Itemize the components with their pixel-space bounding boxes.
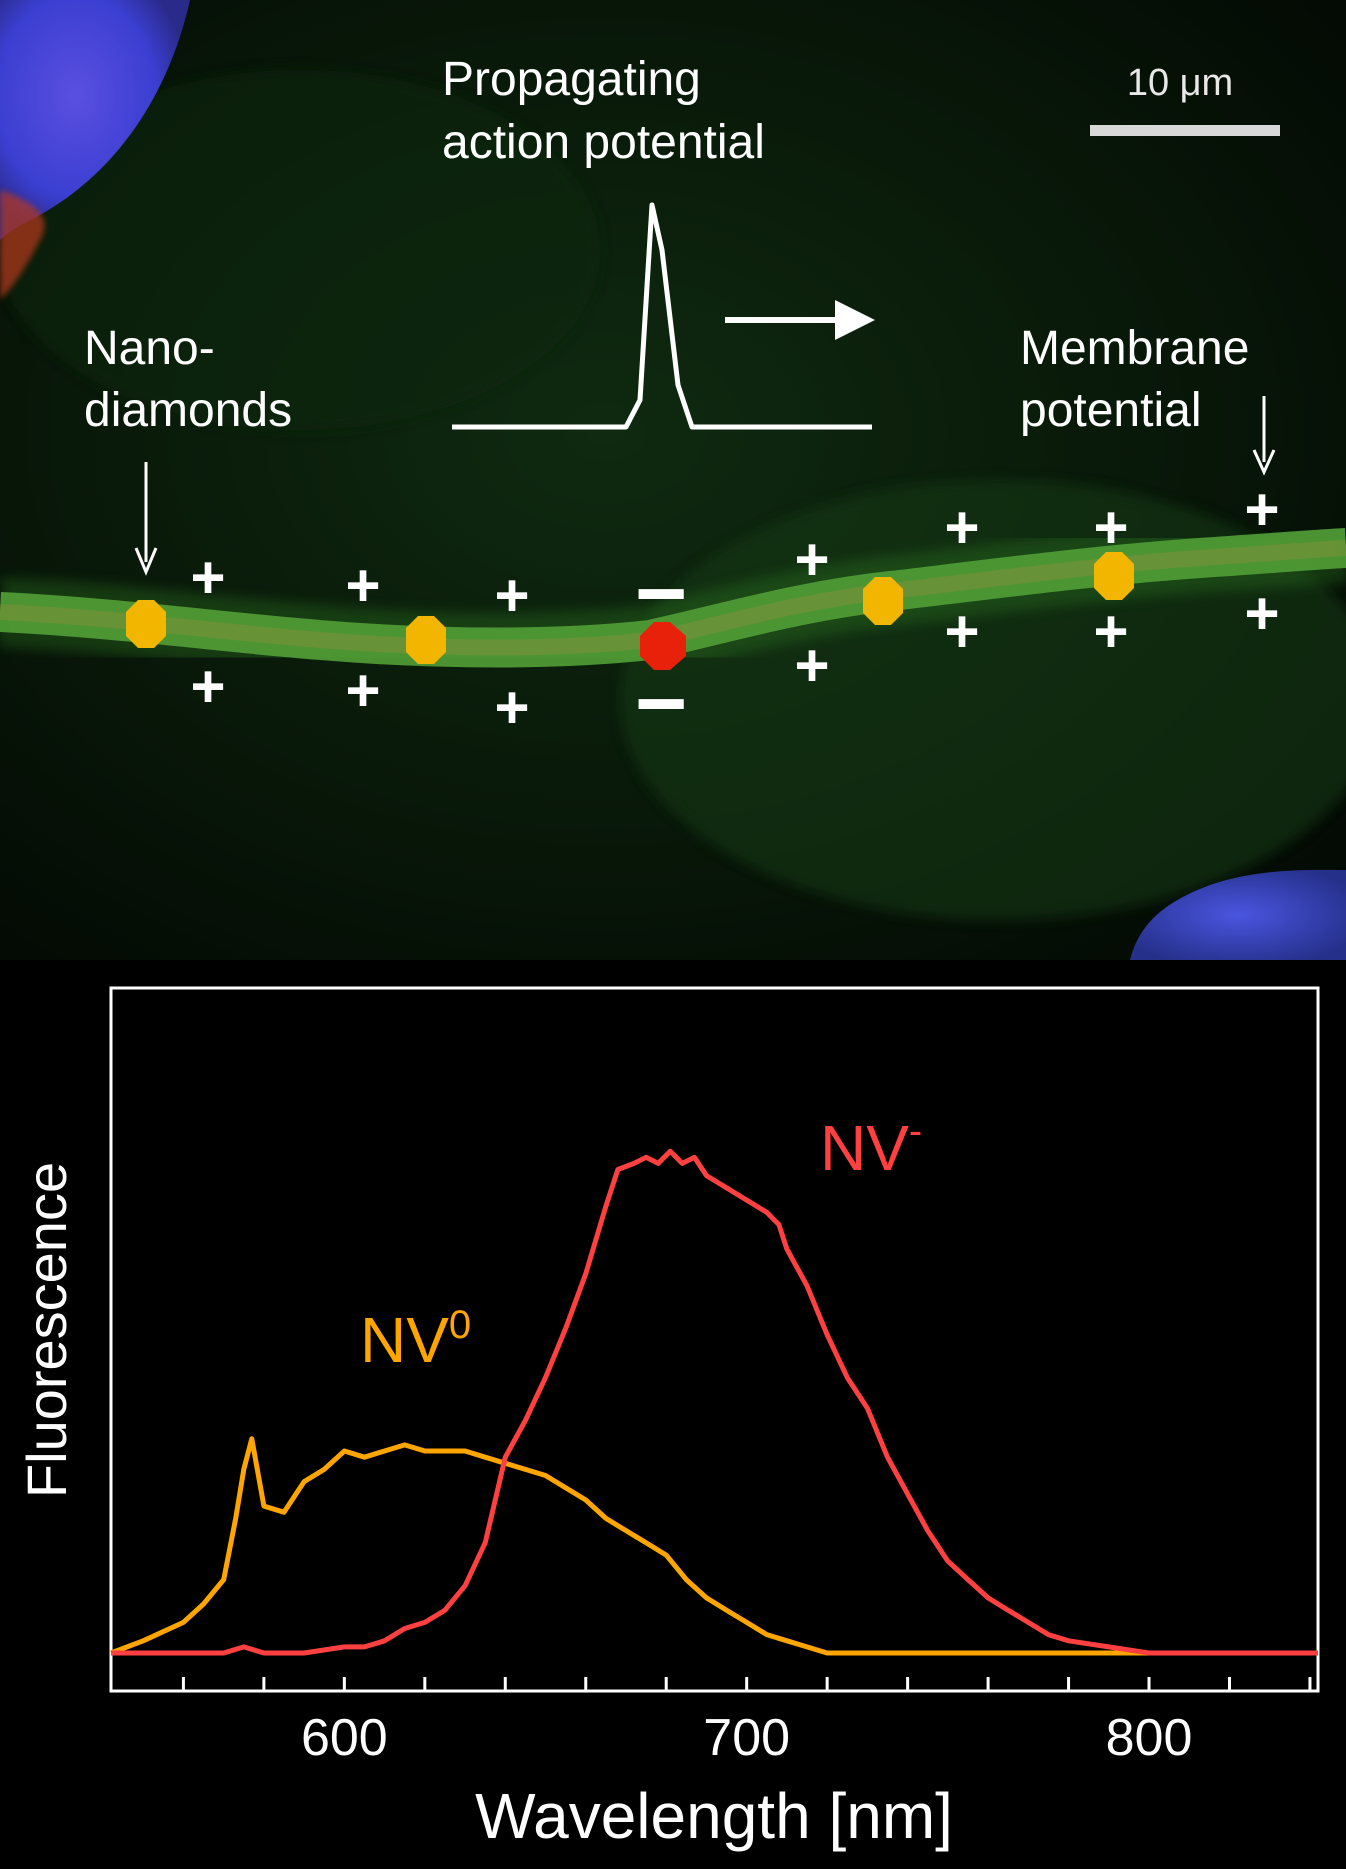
x-axis-ticks: 600 700 800 [181,1677,1312,1767]
positive-charge: + [1093,598,1128,665]
x-axis-label: Wavelength [nm] [475,1780,953,1852]
membrane-potential-arrow-head [1252,449,1276,476]
action-potential-label-line1: Propagating [442,53,701,106]
y-axis-label: Fluorescence [15,1162,78,1498]
nanodiamonds-label-line1: Nano- [84,322,215,375]
positive-charge: + [944,494,979,561]
negative-charges: − − [635,544,688,754]
series-lines [110,1148,1318,1656]
membrane-potential-label-line1: Membrane [1020,322,1249,375]
positive-charge: + [190,653,225,720]
nanodiamond [126,600,166,648]
series-label-nv-minus-main: NV [820,1112,909,1184]
series-label-nv0: NV0 [360,1303,471,1376]
neurite-core [0,540,1346,656]
positive-charge: + [494,674,529,741]
nanodiamonds-arrow-head [134,547,158,576]
series-label-nv0-main: NV [360,1304,449,1376]
neuron-microscopy-illustration: 10 μm Propagating action potential Nano-… [0,0,1346,960]
scale-bar-label: 10 μm [1127,62,1233,104]
x-tick-label: 600 [301,1709,388,1767]
negative-charge: − [635,544,688,644]
positive-charge: + [794,526,829,593]
nanodiamonds-label-line2: diamonds [84,384,292,437]
cell-nucleus-bottom-right [1130,869,1346,960]
nanodiamond-active [640,622,686,670]
positive-charge: + [190,544,225,611]
scale-bar [1090,125,1280,136]
membrane-potential-label-line2: potential [1020,384,1201,437]
cell-nucleus-top-left [0,0,190,240]
nanodiamond [863,577,903,625]
charge-symbols: + + + + + + + + + + + + + + [190,476,1279,741]
series-line-nv0 [110,1436,1318,1656]
positive-charge: + [944,598,979,665]
series-line-nv-minus [111,1148,1318,1656]
positive-charge: + [1093,494,1128,561]
action-potential-label-line2: action potential [442,116,765,169]
series-label-nv-minus-sup: - [909,1109,922,1153]
series-label-nv-minus: NV- [820,1109,922,1184]
fluorescence-spectrum-chart: 600 700 800 NV0 NV- Wavelength [nm] Fluore… [0,960,1346,1869]
positive-charge: + [794,632,829,699]
x-tick-label: 700 [703,1709,790,1767]
propagation-arrow-head [835,300,875,340]
nanodiamond [406,616,446,664]
chart-background [0,960,1346,1869]
series-label-nv0-sup: 0 [449,1303,471,1347]
negative-charge: − [635,654,688,754]
positive-charge: + [345,657,380,724]
positive-charge: + [1244,476,1279,543]
nanodiamond [1094,552,1134,600]
positive-charge: + [1244,580,1279,647]
positive-charge: + [494,562,529,629]
nanodiamond-markers [126,552,1134,670]
x-tick-label: 800 [1106,1709,1193,1767]
cell-membrane-red [0,190,45,300]
action-potential-waveform [452,202,872,430]
positive-charge: + [345,552,380,619]
plot-frame [109,986,1320,1693]
background-haze [0,70,600,430]
